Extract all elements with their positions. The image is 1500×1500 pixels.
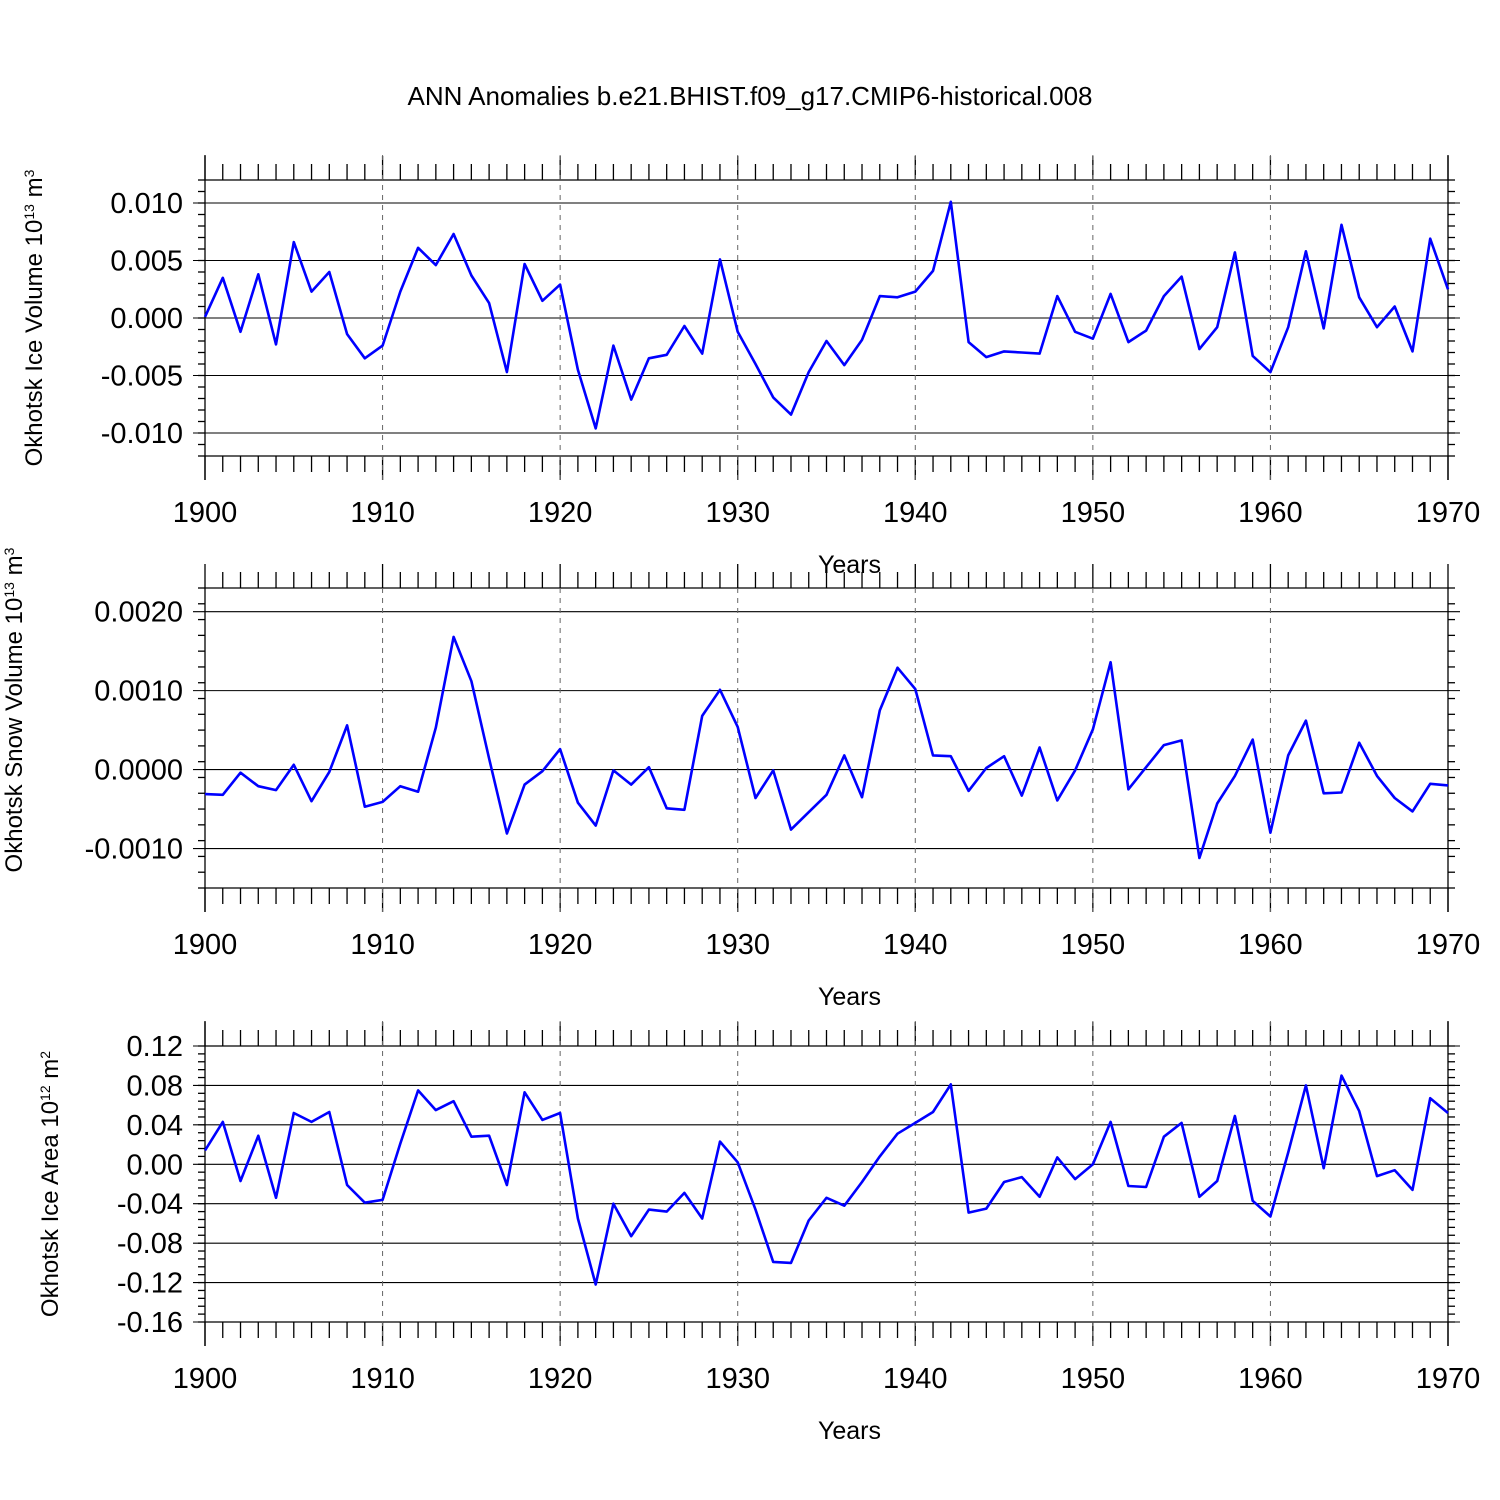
y-tick-label: -0.005	[101, 361, 183, 393]
panel-3: 0.12 0.08 0.04 0.00 -0.04 -0.08 -0.12 -0.16 1900…	[37, 1021, 1480, 1445]
x-tick-label: 1960	[1238, 497, 1303, 529]
x-tick-label: 1930	[705, 497, 770, 529]
x-axis-title: Years	[818, 1417, 881, 1445]
series-line-1	[203, 200, 1450, 430]
series-line-2	[204, 635, 1449, 860]
panel-1: 0.010 0.005 0.000 -0.005 -0.010 1900 1910 1920 1…	[21, 155, 1480, 579]
y-tick-label: -0.04	[117, 1189, 183, 1221]
y-axis-title: Okhotsk Snow Volume 1013 m3	[1, 547, 28, 872]
x-tick-label: 1950	[1061, 497, 1126, 529]
y-tick-label: 0.08	[127, 1070, 183, 1102]
y-tick-label: -0.010	[101, 418, 183, 450]
x-axis-title: Years	[818, 983, 881, 1011]
x-tick-label: 1960	[1238, 929, 1303, 961]
chart-title: ANN Anomalies b.e21.BHIST.f09_g17.CMIP6-…	[407, 81, 1092, 111]
x-tick-label: 1940	[883, 1363, 948, 1395]
x-tick-label: 1910	[350, 929, 415, 961]
y-tick-label: -0.08	[117, 1228, 183, 1260]
y-tick-label: -0.12	[117, 1268, 183, 1300]
y-tick-label: -0.16	[117, 1307, 183, 1339]
y-tick-label: 0.04	[127, 1110, 183, 1142]
y-tick-label: 0.010	[110, 188, 183, 220]
y-tick-label: 0.000	[110, 303, 183, 335]
series-line-3	[203, 1074, 1449, 1286]
axes-panel-2	[193, 564, 1460, 912]
x-tick-label: 1940	[883, 497, 948, 529]
x-tick-label: 1930	[705, 1363, 770, 1395]
panel-2: 0.0020 0.0010 0.0000 -0.0010 1900 1910 1920 193…	[1, 547, 1480, 1011]
x-tick-label: 1970	[1416, 497, 1481, 529]
y-tick-label: 0.0000	[94, 755, 183, 787]
x-tick-label: 1920	[528, 497, 593, 529]
y-tick-label: -0.0010	[85, 834, 183, 866]
x-tick-label: 1900	[173, 1363, 238, 1395]
x-tick-label: 1970	[1416, 929, 1481, 961]
x-tick-label: 1950	[1061, 929, 1126, 961]
y-axis-title: Okhotsk Ice Area 1012 m2	[37, 1051, 64, 1317]
y-tick-label: 0.005	[110, 246, 183, 278]
panels-container: 0.010 0.005 0.000 -0.005 -0.010 1900 1910 1920 1…	[1, 155, 1480, 1445]
y-tick-label: 0.00	[127, 1149, 183, 1181]
x-axis-title: Years	[818, 551, 881, 579]
axes-panel-1	[193, 155, 1460, 480]
x-tick-label: 1950	[1061, 1363, 1126, 1395]
x-tick-label: 1960	[1238, 1363, 1303, 1395]
x-tick-label: 1910	[350, 1363, 415, 1395]
x-tick-label: 1930	[705, 929, 770, 961]
x-tick-label: 1900	[173, 929, 238, 961]
y-tick-label: 0.0010	[94, 676, 183, 708]
x-tick-label: 1970	[1416, 1363, 1481, 1395]
x-tick-label: 1920	[528, 929, 593, 961]
x-tick-label: 1940	[883, 929, 948, 961]
y-tick-label: 0.12	[127, 1031, 183, 1063]
x-tick-label: 1920	[528, 1363, 593, 1395]
axes-panel-3	[193, 1021, 1460, 1346]
y-axis-title: Okhotsk Ice Volume 1013 m3	[21, 169, 48, 466]
x-tick-label: 1910	[350, 497, 415, 529]
y-tick-label: 0.0020	[94, 597, 183, 629]
x-tick-label: 1900	[173, 497, 238, 529]
